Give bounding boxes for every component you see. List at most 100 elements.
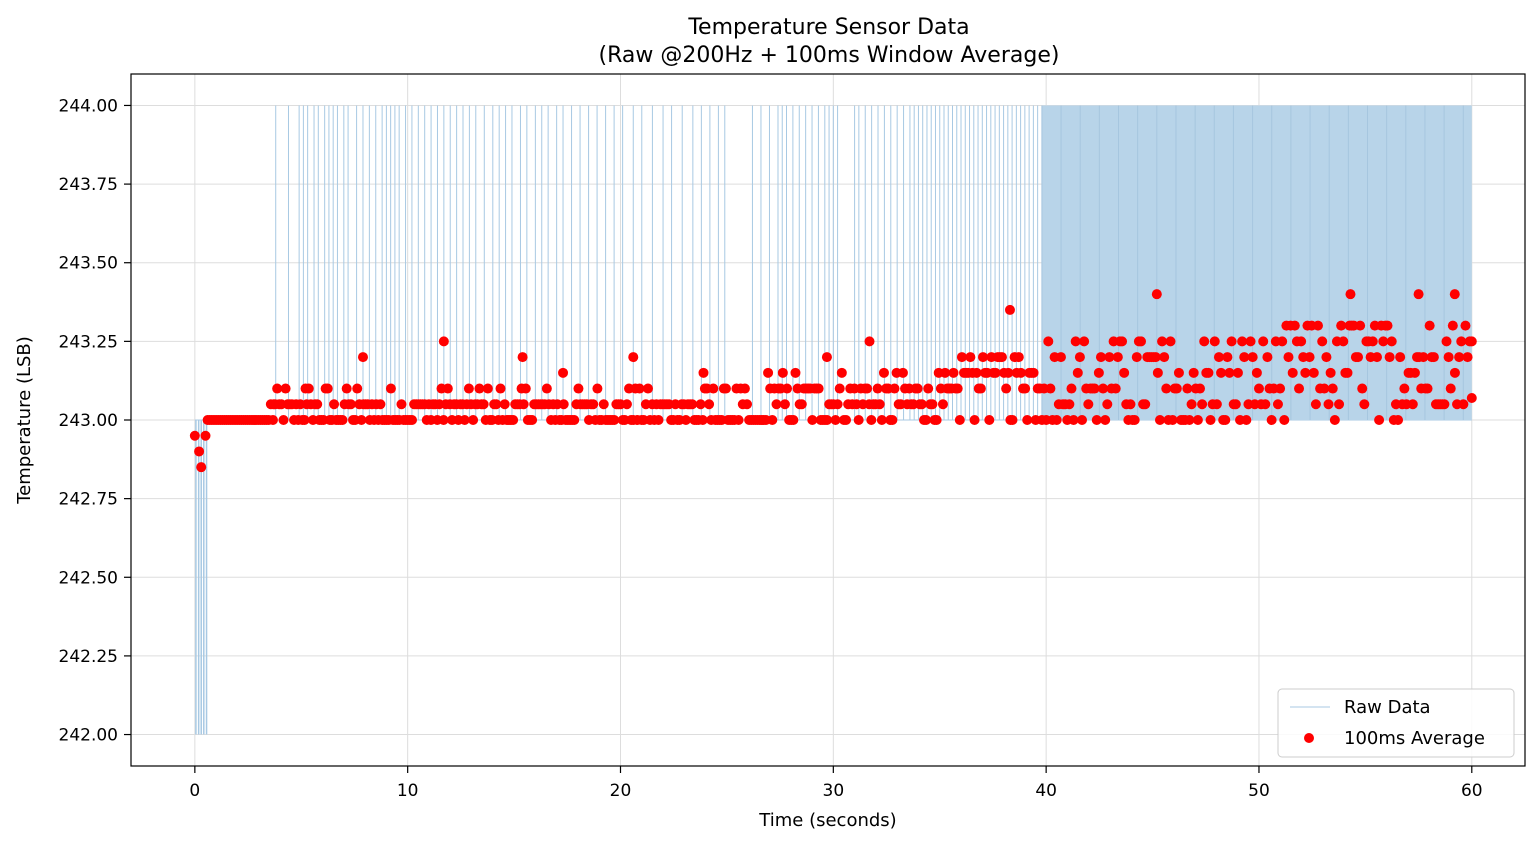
average-point <box>1100 415 1111 425</box>
average-point <box>1428 352 1439 363</box>
average-point <box>921 415 932 425</box>
average-point <box>558 399 569 410</box>
average-point <box>1184 415 1195 425</box>
average-point <box>1064 399 1075 410</box>
average-point <box>874 399 885 410</box>
average-point <box>1367 336 1378 347</box>
average-point <box>337 415 348 425</box>
average-point <box>698 367 709 378</box>
average-point <box>1325 367 1336 378</box>
average-point <box>356 415 367 425</box>
average-point <box>1323 399 1334 410</box>
average-point <box>268 399 279 410</box>
average-point <box>1359 399 1370 410</box>
average-point <box>977 352 988 363</box>
average-point <box>491 399 502 410</box>
average-point <box>609 415 620 425</box>
average-point <box>1262 352 1273 363</box>
average-point <box>1384 352 1395 363</box>
average-point <box>1216 367 1227 378</box>
average-point <box>952 383 963 394</box>
average-point <box>194 446 205 457</box>
average-point <box>836 367 847 378</box>
average-point <box>1199 336 1210 347</box>
x-tick-label: 60 <box>1461 781 1483 801</box>
average-point <box>996 352 1007 363</box>
average-point <box>1424 320 1435 331</box>
x-tick-label: 40 <box>1035 781 1057 801</box>
average-point <box>541 383 552 394</box>
average-point <box>1211 399 1222 410</box>
average-point <box>1203 367 1214 378</box>
average-point <box>1171 383 1182 394</box>
average-point <box>1258 336 1269 347</box>
average-point <box>1192 415 1203 425</box>
average-point <box>588 399 599 410</box>
average-point <box>790 367 801 378</box>
raw-dense-band <box>1041 105 1472 421</box>
average-point <box>1004 304 1015 315</box>
average-point <box>1136 336 1147 347</box>
average-point <box>1395 352 1406 363</box>
average-point <box>990 367 1001 378</box>
average-point <box>300 383 311 394</box>
chart-title-line2: (Raw @200Hz + 100ms Window Average) <box>599 43 1060 68</box>
legend-average-label: 100ms Average <box>1344 728 1485 749</box>
average-point <box>272 383 283 394</box>
average-point <box>1091 415 1102 425</box>
average-point <box>1152 367 1163 378</box>
average-point <box>518 399 529 410</box>
y-axis-ticks: 242.00 242.25 242.50 242.75 243.00 243.25 243.… <box>59 96 131 746</box>
average-point <box>956 352 967 363</box>
average-point <box>782 383 793 394</box>
average-point <box>1131 352 1142 363</box>
average-point <box>975 383 986 394</box>
y-axis-label: Temperature (LSB) <box>14 336 35 505</box>
average-point <box>1327 383 1338 394</box>
average-point <box>1195 383 1206 394</box>
y-tick-label: 242.25 <box>59 647 118 667</box>
average-point <box>1055 352 1066 363</box>
average-point <box>1159 352 1170 363</box>
average-point <box>1070 336 1081 347</box>
average-point <box>897 367 908 378</box>
average-series <box>189 289 1477 473</box>
average-point <box>1077 415 1088 425</box>
chart-title-line1: Temperature Sensor Data <box>687 15 969 40</box>
average-point <box>592 383 603 394</box>
average-point <box>1154 415 1165 425</box>
average-point <box>739 383 750 394</box>
average-point <box>912 383 923 394</box>
average-point <box>1422 383 1433 394</box>
average-point <box>733 415 744 425</box>
average-point <box>1186 399 1197 410</box>
average-point <box>442 383 453 394</box>
average-point <box>1237 336 1248 347</box>
average-point <box>1321 352 1332 363</box>
x-tick-label: 50 <box>1248 781 1270 801</box>
average-point <box>834 383 845 394</box>
average-point <box>1317 336 1328 347</box>
average-point <box>329 399 340 410</box>
average-point <box>1119 367 1130 378</box>
average-point <box>495 383 506 394</box>
average-point <box>927 399 938 410</box>
average-point <box>864 336 875 347</box>
average-point <box>1445 383 1456 394</box>
average-point <box>1462 352 1473 363</box>
average-point <box>1001 383 1012 394</box>
average-point <box>1447 320 1458 331</box>
average-point <box>1151 289 1162 300</box>
average-point <box>1460 320 1471 331</box>
average-point <box>889 383 900 394</box>
average-point <box>1205 415 1216 425</box>
y-tick-label: 243.00 <box>59 411 118 431</box>
legend-raw-label: Raw Data <box>1344 697 1431 718</box>
average-point <box>459 415 470 425</box>
average-point <box>1304 352 1315 363</box>
average-point <box>813 383 824 394</box>
average-point <box>1003 367 1014 378</box>
average-point <box>1409 367 1420 378</box>
average-point <box>1329 415 1340 425</box>
